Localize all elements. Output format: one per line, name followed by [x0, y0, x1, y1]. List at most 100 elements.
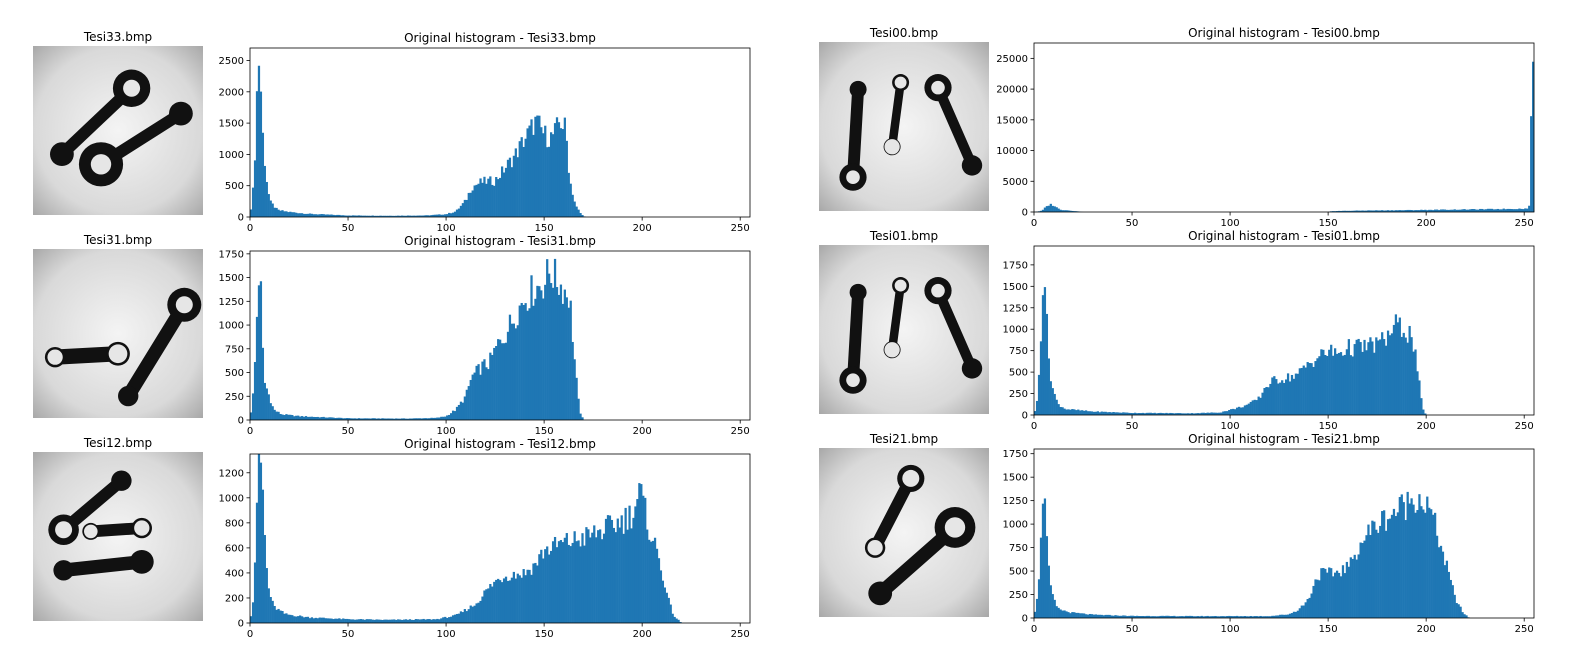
histogram-bar [1351, 356, 1354, 415]
histogram-bar [350, 215, 353, 217]
y-tick-label: 500 [1009, 567, 1028, 578]
histogram-bar [1369, 210, 1372, 212]
histogram-bar [1528, 205, 1531, 212]
histogram-bar [506, 331, 510, 420]
histogram-bar [306, 416, 310, 420]
histogram-bar [312, 416, 315, 420]
axes-frame [249, 47, 751, 218]
histogram-bar [620, 515, 623, 623]
histogram-bar [512, 571, 515, 623]
histogram-bar [450, 413, 453, 420]
x-tick-label: 50 [1126, 218, 1139, 229]
histogram-bar [653, 537, 657, 623]
histogram-bar [1261, 616, 1264, 618]
histogram-bars [250, 65, 586, 217]
histogram-bar [1079, 410, 1082, 415]
histogram-bar [1410, 337, 1413, 415]
histogram-bar [1208, 616, 1211, 618]
histogram-bar [283, 211, 286, 217]
histogram-bar [1496, 208, 1499, 212]
histogram-bar [1377, 210, 1380, 212]
histogram-bar [614, 532, 617, 623]
x-tick-label: 250 [731, 426, 750, 437]
y-tick-label: 1250 [219, 297, 244, 308]
histogram-bar [659, 570, 663, 623]
histogram-bar [355, 619, 359, 623]
histogram-bar [361, 619, 365, 623]
histogram-bar [1065, 210, 1068, 212]
histogram-bar [1106, 412, 1109, 415]
histogram-bar [1251, 400, 1254, 415]
histogram-bar [1420, 398, 1423, 415]
histogram-bar [430, 215, 433, 217]
histogram-bar [508, 314, 512, 420]
histogram-bar [495, 579, 498, 623]
histogram-bar [1039, 210, 1043, 212]
histogram-bar [1049, 381, 1052, 415]
histogram-bar [475, 603, 478, 623]
histogram-bar [355, 418, 359, 420]
histogram-bar [1322, 567, 1325, 618]
y-tick-label: 1750 [1003, 449, 1028, 460]
histogram-bar [1404, 210, 1407, 212]
histogram-bar [642, 495, 645, 623]
x-tick-label: 0 [1031, 624, 1037, 635]
histogram-bar [1308, 362, 1311, 415]
histogram-bar [1224, 411, 1227, 415]
histogram-bar [630, 528, 633, 623]
histogram-bar [422, 215, 425, 217]
histogram-bar [1367, 524, 1370, 618]
histogram-bar [500, 166, 504, 217]
histogram-bar [1114, 615, 1117, 618]
histogram-bar [402, 619, 406, 623]
image-title: Tesi33.bmp [83, 30, 152, 44]
histogram-bar [1434, 209, 1437, 212]
histogram-bar [438, 417, 441, 420]
x-tick-label: 200 [633, 629, 652, 640]
histogram-bar [471, 190, 474, 217]
histogram-bar [1206, 412, 1209, 415]
histogram-bar [414, 619, 417, 623]
histogram-bar [414, 215, 417, 217]
histogram-bar [1365, 535, 1368, 618]
x-tick-label: 200 [633, 223, 652, 234]
histogram-bar [1075, 410, 1078, 415]
histogram-bar [269, 403, 272, 420]
histogram-bar [402, 215, 406, 217]
image-title: Tesi01.bmp [869, 229, 938, 243]
histogram-bar [316, 416, 319, 420]
histogram-bar [538, 286, 541, 420]
histogram-bar [1149, 616, 1152, 618]
histogram-bar [293, 616, 296, 623]
histogram-panel: Tesi21.bmp 0 50 100 150 200 250 0 250 500 750 1000 1… [819, 432, 1535, 635]
histogram-bar [1179, 413, 1182, 415]
histogram-bar [336, 214, 339, 217]
histogram-bar [540, 549, 543, 623]
histogram-bar [1439, 545, 1443, 618]
histogram-bar [404, 619, 408, 623]
histogram-bar [428, 619, 431, 623]
histogram-bar [287, 614, 290, 623]
histogram-bar [534, 562, 537, 623]
histogram-bar [340, 417, 343, 420]
histogram-bar [604, 518, 608, 623]
histogram-bar [365, 418, 368, 420]
histogram-bar [279, 413, 282, 420]
histogram-bar [1422, 210, 1425, 212]
histogram-bar [293, 212, 296, 217]
histogram-bar [1335, 353, 1339, 415]
y-tick-label: 1500 [1003, 282, 1028, 293]
histogram-bar [291, 415, 294, 420]
histogram-bar [532, 134, 535, 217]
x-tick-label: 150 [535, 426, 554, 437]
histogram-bar [420, 215, 423, 217]
histogram-bar [300, 616, 304, 623]
histogram-bar [453, 411, 457, 420]
histogram-bar [363, 619, 366, 623]
y-tick-label: 10000 [996, 146, 1028, 157]
image-title: Tesi21.bmp [869, 432, 938, 446]
histogram-bar [1469, 209, 1472, 212]
histogram-bar [361, 215, 365, 217]
histogram-bar [1222, 616, 1225, 618]
